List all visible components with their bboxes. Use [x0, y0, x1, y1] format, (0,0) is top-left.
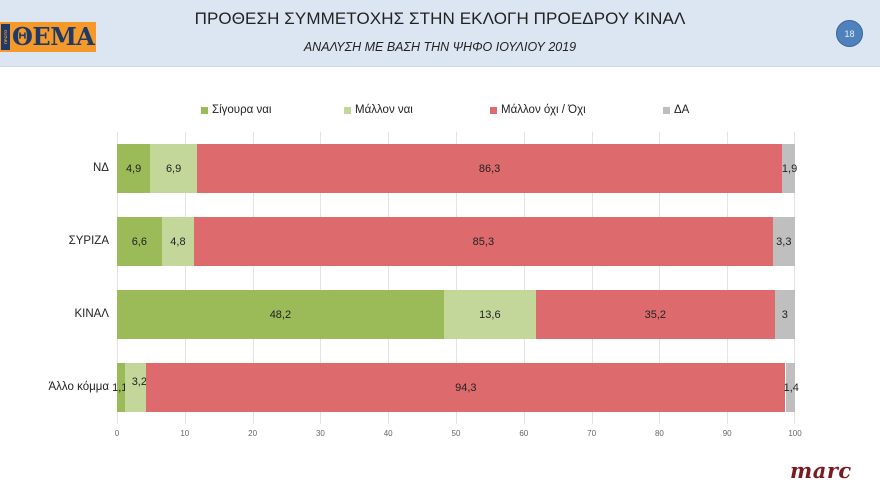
gridline — [659, 132, 661, 424]
bar-segment-sigoura-nai: 4,9 — [117, 144, 151, 193]
x-tick: 70 — [587, 429, 597, 438]
gridline — [388, 132, 390, 424]
bar-row-nd: 4,9 6,9 86,3 1,9 — [117, 144, 797, 193]
proto-thema-logo: ΠΡΩΤΟ ΘΕΜΑ — [0, 22, 96, 52]
gridline — [794, 132, 795, 424]
x-tick: 0 — [114, 429, 120, 438]
bar-segment-sigoura-nai: 1,1 — [112, 363, 127, 412]
bar-segment-mallon-nai: 13,6 — [443, 290, 536, 339]
category-label-allo-komma: Άλλο κόμμα — [48, 381, 110, 393]
x-tick: 20 — [248, 429, 258, 438]
legend-swatch-icon — [490, 106, 497, 114]
legend-item-mallon-ochi: Μάλλον όχι / Όχι — [490, 104, 586, 116]
gridline — [117, 132, 118, 424]
bar-segment-sigoura-nai: 48,2 — [117, 290, 444, 339]
legend-label: Σίγουρα ναι — [212, 104, 272, 116]
legend-swatch-icon — [663, 106, 670, 114]
legend-label: ΔΑ — [674, 104, 690, 116]
page-number-badge: 18 — [836, 20, 863, 47]
gridline — [727, 132, 729, 424]
legend-item-sigoura-nai: Σίγουρα ναι — [201, 104, 271, 116]
page-subtitle: ΑΝΑΛΥΣΗ ΜΕ ΒΑΣΗ ΤΗΝ ΨΗΦΟ ΙΟΥΛΙΟΥ 2019 — [303, 40, 577, 54]
x-tick: 30 — [315, 429, 325, 438]
bar-segment-mallon-ochi: 86,3 — [197, 144, 783, 193]
bar-segment-da: 3,3 — [772, 217, 795, 266]
bar-segment-mallon-nai: 4,8 — [161, 217, 195, 266]
gridline — [184, 132, 186, 424]
x-tick: 80 — [654, 429, 664, 438]
logo-text: ΘΕΜΑ — [12, 22, 95, 51]
legend-label: Μάλλον ναι — [355, 104, 413, 116]
bar-segment-da: 1,9 — [782, 144, 797, 193]
x-tick: 50 — [451, 429, 461, 438]
gridline — [252, 132, 254, 424]
gridline — [591, 132, 593, 424]
bar-segment-da: 3 — [774, 290, 795, 339]
category-label-syriza: ΣΥΡΙΖΑ — [68, 235, 109, 247]
legend-label: Μάλλον όχι / Όχι — [501, 104, 586, 116]
bar-segment-da: 1,4 — [784, 363, 799, 412]
plot-area — [117, 132, 795, 424]
bar-segment-mallon-ochi: 94,3 — [146, 363, 786, 412]
chart-legend: Σίγουρα ναι Μάλλον ναι Μάλλον όχι / Όχι … — [0, 104, 880, 120]
x-tick: 10 — [180, 429, 190, 438]
bar-segment-sigoura-nai: 6,6 — [117, 217, 162, 266]
category-label-kinal: ΚΙΝΑΛ — [74, 308, 109, 320]
x-tick: 100 — [788, 429, 802, 438]
bar-row-allo-komma: 1,1 3,2 94,3 1,4 — [112, 363, 799, 412]
page-title: ΠΡΟΘΕΣΗ ΣΥΜΜΕΤΟΧΗΣ ΣΤΗΝ ΕΚΛΟΓΗ ΠΡΟΕΔΡΟΥ … — [194, 9, 686, 28]
legend-item-mallon-nai: Μάλλον ναι — [344, 104, 413, 116]
x-tick: 90 — [722, 429, 732, 438]
bar-segment-mallon-ochi: 85,3 — [194, 217, 773, 266]
bar-row-syriza: 6,6 4,8 85,3 3,3 — [117, 217, 795, 266]
legend-swatch-icon — [344, 106, 351, 114]
bar-segment-mallon-nai: 6,9 — [150, 144, 197, 193]
bar-segment-mallon-ochi: 35,2 — [536, 290, 775, 339]
gridline — [523, 132, 525, 424]
legend-item-da: ΔΑ — [663, 104, 689, 116]
marc-logo: marc — [790, 458, 852, 483]
gridline — [320, 132, 322, 424]
bar-segment-mallon-nai: 3,2 — [124, 363, 147, 412]
legend-swatch-icon — [201, 106, 208, 114]
category-label-nd: ΝΔ — [93, 162, 109, 174]
x-tick: 60 — [519, 429, 529, 438]
header-band — [0, 0, 880, 67]
gridline — [456, 132, 457, 424]
x-tick: 40 — [383, 429, 393, 438]
bar-row-kinal: 48,2 13,6 35,2 3 — [117, 290, 795, 339]
